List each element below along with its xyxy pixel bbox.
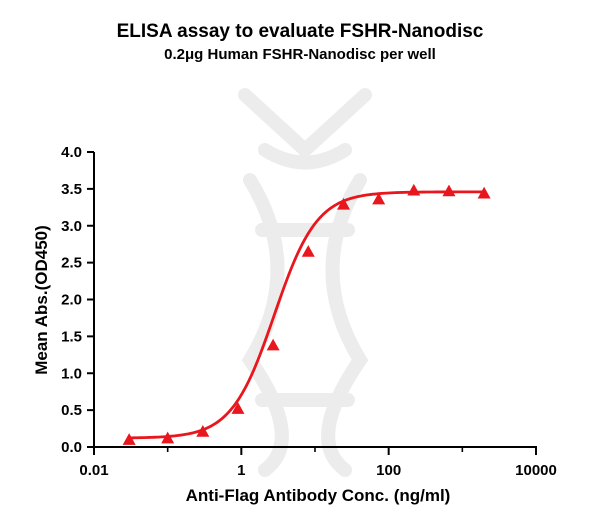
data-point bbox=[266, 338, 280, 351]
y-tick-label: 2.5 bbox=[61, 255, 82, 272]
x-tick-label: 10000 bbox=[515, 462, 557, 479]
data-point bbox=[407, 183, 421, 196]
x-tick-label: 1 bbox=[237, 462, 245, 479]
x-tick-label: 100 bbox=[376, 462, 401, 479]
data-point bbox=[301, 245, 315, 257]
y-tick-label: 4.0 bbox=[61, 144, 82, 161]
x-axis-label: Anti-Flag Antibody Conc. (ng/ml) bbox=[186, 486, 451, 505]
data-point bbox=[442, 184, 456, 197]
y-tick-label: 1.0 bbox=[61, 365, 82, 382]
ticks: 0.0 0.5 1.0 1.5 2.0 2.5 3.0 3.5 4.0 0.01 1 100 10000 bbox=[61, 144, 557, 479]
data-points bbox=[122, 183, 491, 445]
data-point bbox=[231, 402, 245, 414]
data-point bbox=[337, 197, 351, 210]
y-tick-label: 3.0 bbox=[61, 218, 82, 235]
y-tick-label: 0.5 bbox=[61, 402, 82, 419]
y-tick-label: 0.0 bbox=[61, 439, 82, 456]
data-point bbox=[122, 433, 136, 445]
fit-curve bbox=[129, 190, 485, 440]
data-point bbox=[161, 431, 175, 444]
y-tick-label: 2.0 bbox=[61, 292, 82, 309]
watermark-logo bbox=[238, 88, 372, 477]
y-tick-label: 3.5 bbox=[61, 181, 82, 198]
x-tick-label: 0.01 bbox=[79, 462, 108, 479]
data-point bbox=[477, 186, 491, 199]
chart-subtitle: 0.2μg Human FSHR-Nanodisc per well bbox=[164, 46, 436, 63]
y-tick-label: 1.5 bbox=[61, 328, 82, 345]
data-point bbox=[372, 192, 386, 205]
chart-title: ELISA assay to evaluate FSHR-Nanodisc bbox=[116, 21, 484, 42]
data-point bbox=[196, 425, 210, 437]
y-axis-label: Mean Abs.(OD450) bbox=[32, 225, 51, 375]
